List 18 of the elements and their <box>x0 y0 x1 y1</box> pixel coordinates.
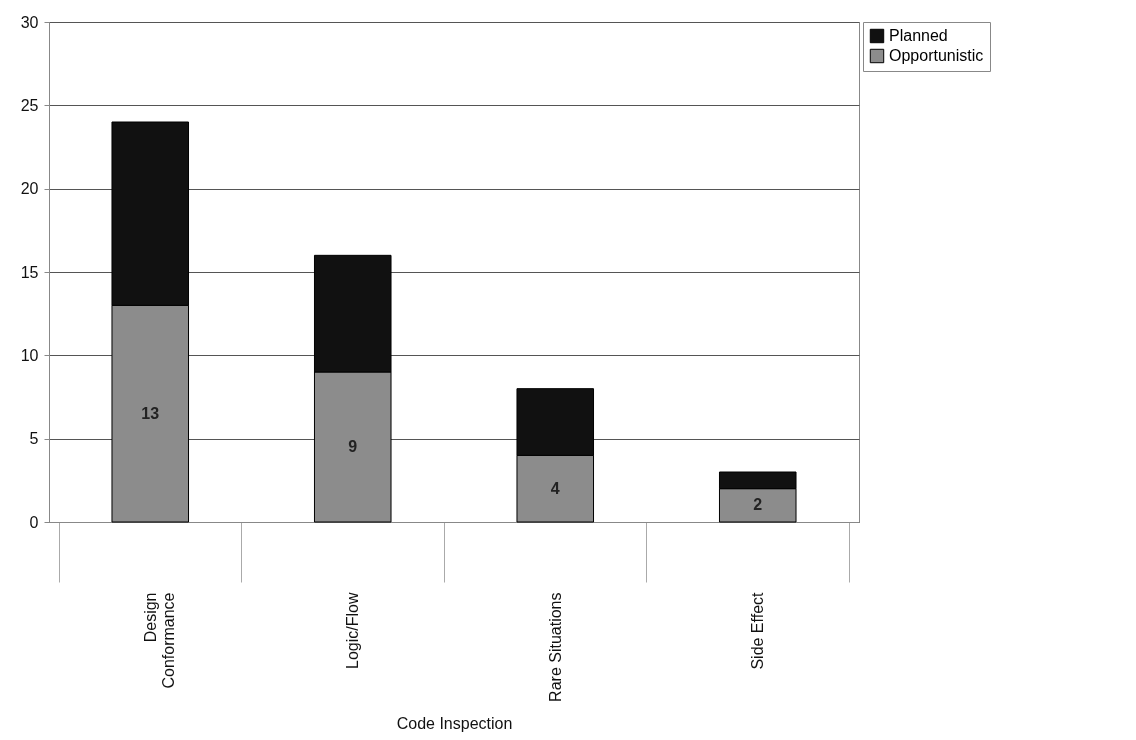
x-tick-label: Side Effect <box>749 591 767 670</box>
y-tick-label: 20 <box>20 180 39 198</box>
x-tick-label: Rare Situations <box>546 592 564 702</box>
data-label: 2 <box>753 496 763 514</box>
y-tick-label: 10 <box>20 346 39 364</box>
y-tick-label: 25 <box>20 96 39 114</box>
data-label: 13 <box>141 404 160 422</box>
data-label: 4 <box>550 479 560 497</box>
y-tick-label: 30 <box>20 13 39 31</box>
legend-label: Opportunistic <box>889 47 984 64</box>
data-label: 9 <box>348 438 358 455</box>
y-tick-label: 0 <box>29 513 39 531</box>
y-tick-label: 5 <box>29 430 39 448</box>
x-tick-label: Design Conformance <box>141 592 177 689</box>
legend-label: Planned <box>889 27 948 44</box>
x-tick-label: Logic/Flow <box>344 592 362 669</box>
x-axis-title: Code Inspection <box>396 714 513 732</box>
y-tick-label: 15 <box>20 263 39 281</box>
